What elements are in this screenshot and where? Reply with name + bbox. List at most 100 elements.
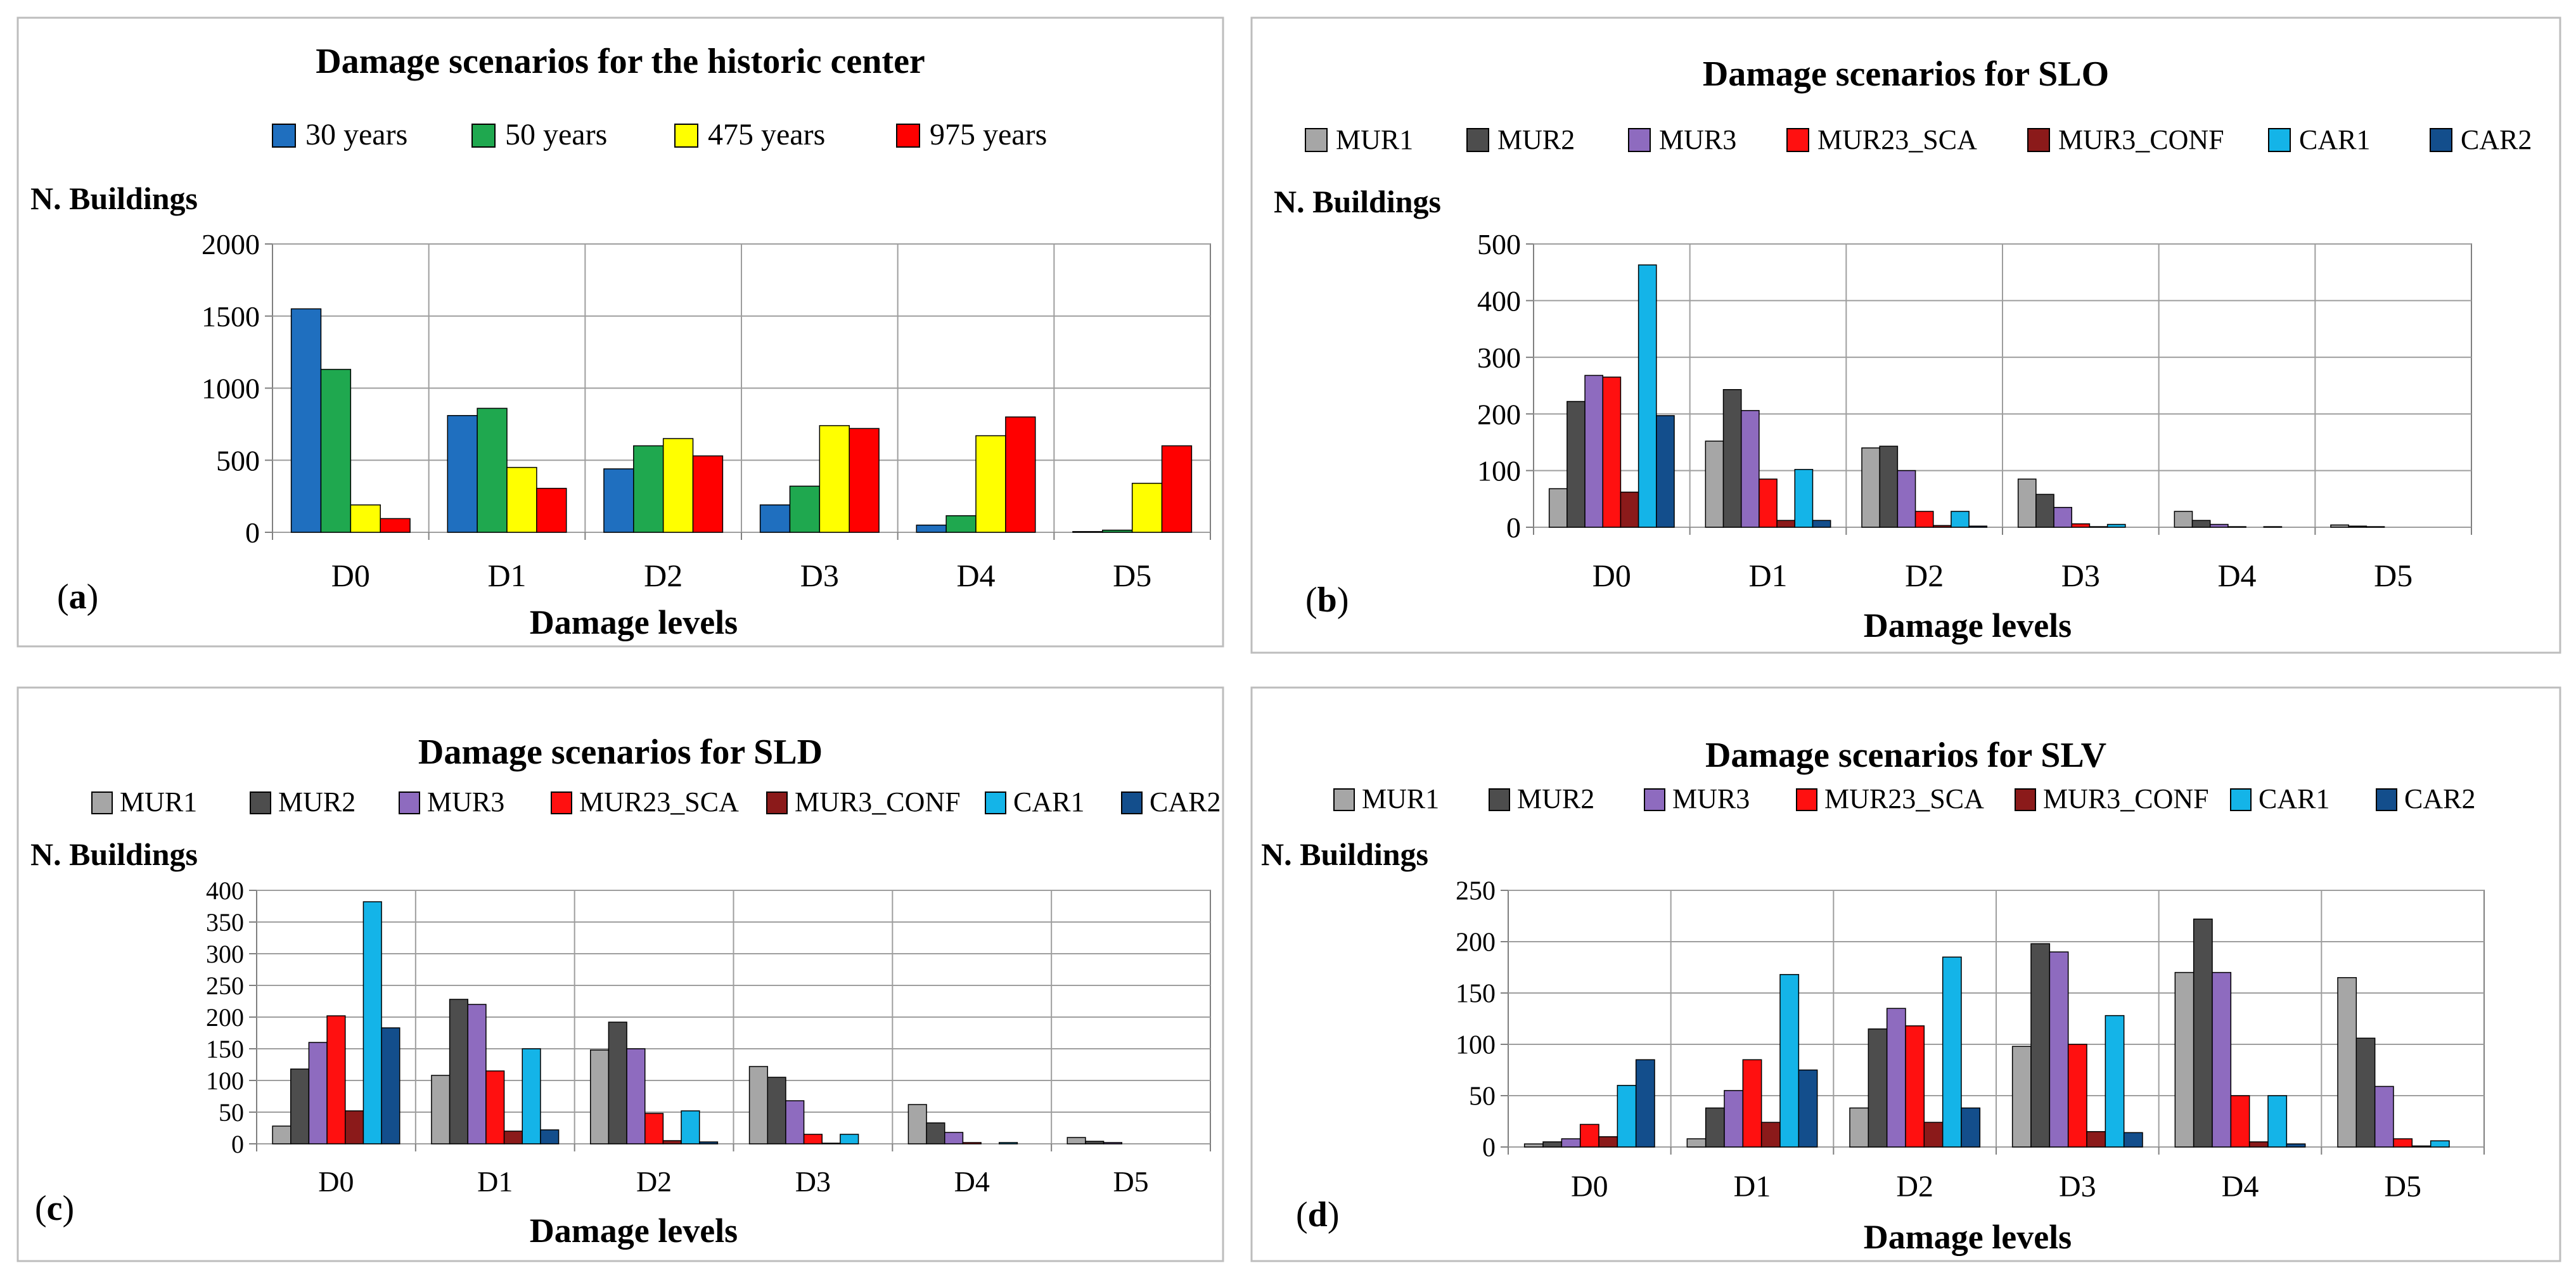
- bar: [2411, 1145, 2432, 1148]
- chart-title: Damage scenarios for the historic center: [316, 42, 925, 81]
- legend-label: CAR2: [1150, 786, 1221, 817]
- legend-swatch: [1628, 128, 1651, 152]
- legend-swatch: [250, 791, 271, 814]
- bar: [2011, 1046, 2032, 1148]
- bar: [2105, 1015, 2125, 1148]
- bar: [2337, 977, 2357, 1148]
- bar: [962, 1142, 982, 1144]
- legend-label: MUR23_SCA: [1824, 783, 1984, 814]
- bar: [1705, 1107, 1725, 1148]
- legend-label: 50 years: [505, 118, 607, 151]
- bar: [2106, 523, 2126, 528]
- bar: [1742, 1059, 1762, 1148]
- x-tick-label: D0: [1571, 1170, 1608, 1203]
- x-tick-label: D1: [1748, 558, 1787, 593]
- bar: [1968, 525, 1988, 528]
- bar: [767, 1077, 786, 1144]
- y-tick-label: 50: [219, 1098, 244, 1127]
- bar: [1812, 520, 1831, 528]
- legend-item: 50 years: [471, 118, 607, 151]
- bar: [999, 1142, 1018, 1144]
- y-axis-label: N. Buildings: [30, 836, 198, 872]
- legend-swatch: [1786, 128, 1809, 152]
- bar: [1637, 264, 1657, 528]
- bar: [785, 1100, 805, 1144]
- x-tick-label: D1: [477, 1165, 513, 1198]
- bar: [1776, 520, 1796, 528]
- bar: [1542, 1141, 1563, 1148]
- bar: [362, 901, 382, 1144]
- legend-item: MUR23_SCA: [551, 786, 739, 817]
- bar: [2430, 1140, 2450, 1148]
- bar: [308, 1042, 328, 1144]
- bar: [945, 515, 977, 533]
- bar: [1740, 410, 1760, 528]
- bar: [2230, 1095, 2250, 1148]
- bar: [1933, 525, 1952, 528]
- bar: [2286, 1143, 2306, 1148]
- y-tick-label: 150: [206, 1035, 244, 1063]
- legend-item: CAR1: [985, 786, 1084, 817]
- bar: [1584, 375, 1603, 528]
- bar: [662, 1140, 682, 1144]
- bar: [849, 428, 880, 533]
- bar: [1085, 1141, 1105, 1144]
- bar: [692, 455, 724, 533]
- x-axis-label: Damage levels: [1864, 606, 2072, 644]
- y-tick-label: 100: [1477, 455, 1521, 487]
- x-axis-label: Damage levels: [530, 603, 738, 641]
- legend-item: MUR3_CONF: [2027, 124, 2224, 155]
- x-tick-label: D2: [636, 1165, 672, 1198]
- legend-label: CAR1: [1013, 786, 1084, 817]
- legend-item: 475 years: [674, 118, 825, 151]
- panel-label: (b): [1305, 580, 1349, 620]
- bar: [467, 1004, 487, 1144]
- legend-label: MUR3_CONF: [2043, 783, 2209, 814]
- bar: [1886, 1008, 1906, 1148]
- bar: [789, 485, 821, 533]
- bar: [2374, 1086, 2394, 1148]
- x-tick-label: D3: [800, 558, 839, 593]
- legend-label: MUR2: [1497, 124, 1575, 155]
- panel-label: (c): [35, 1189, 74, 1228]
- x-tick-label: D3: [2059, 1170, 2096, 1203]
- x-tick-label: D5: [1113, 558, 1151, 593]
- bar: [626, 1048, 646, 1144]
- bar: [2209, 523, 2229, 528]
- bar: [662, 438, 694, 533]
- y-tick-label: 200: [1456, 928, 1496, 958]
- x-tick-label: D4: [954, 1165, 990, 1198]
- bar: [2355, 1037, 2376, 1148]
- bar: [907, 1104, 927, 1144]
- bar: [506, 466, 537, 533]
- chart-panel-c: Damage scenarios for SLD MUR1 MUR2 MUR3 MUR2…: [16, 686, 1224, 1262]
- bar: [1635, 1059, 1655, 1148]
- bar: [2071, 523, 2091, 528]
- x-tick-label: D1: [487, 558, 526, 593]
- legend-label: MUR1: [1336, 124, 1413, 155]
- bar: [1705, 440, 1724, 528]
- legend-item: MUR3_CONF: [2015, 783, 2209, 814]
- bar: [1103, 1142, 1123, 1144]
- x-tick-label: D2: [644, 558, 682, 593]
- legend-item: MUR3: [399, 786, 504, 817]
- legend-swatch: [399, 791, 420, 814]
- bar: [1161, 445, 1193, 533]
- y-tick-label: 500: [216, 444, 260, 477]
- legend-item: MUR1: [91, 786, 197, 817]
- bar: [590, 1049, 610, 1144]
- bar: [350, 504, 381, 533]
- y-tick-label: 0: [231, 1130, 244, 1158]
- bar: [2017, 478, 2037, 528]
- bar: [1102, 529, 1133, 533]
- chart-panel-a: Damage scenarios for the historic center…: [16, 16, 1224, 648]
- bar: [449, 999, 468, 1144]
- chart-title: Damage scenarios for SLD: [418, 733, 823, 772]
- legend-item: MUR23_SCA: [1796, 783, 1984, 814]
- legend-swatch: [985, 791, 1006, 814]
- bar: [1951, 511, 1970, 528]
- x-tick-label: D0: [1592, 558, 1631, 593]
- bar: [2030, 943, 2051, 1148]
- legend-swatch: [1333, 788, 1355, 811]
- legend-swatch: [551, 791, 572, 814]
